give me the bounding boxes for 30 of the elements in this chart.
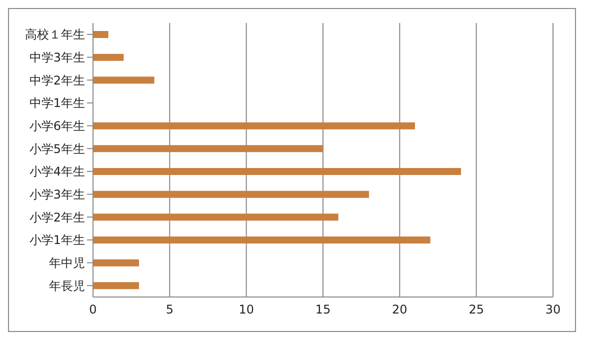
bar xyxy=(93,122,415,130)
y-tick-label: 小学1年生 xyxy=(29,233,85,248)
bar xyxy=(93,168,461,175)
y-tick-label: 中学1年生 xyxy=(29,96,85,110)
x-tick-label: 15 xyxy=(315,302,331,317)
y-tick-label: 高校１年生 xyxy=(25,28,85,42)
x-tick-label: 0 xyxy=(89,302,97,317)
y-tick-label: 年長児 xyxy=(49,278,85,293)
x-tick-label: 20 xyxy=(392,302,408,317)
bar xyxy=(93,190,369,198)
bar xyxy=(93,145,323,152)
bar xyxy=(93,259,139,266)
bar xyxy=(93,31,108,38)
y-tick-label: 年中児 xyxy=(49,256,85,270)
y-tick-label: 中学2年生 xyxy=(29,73,85,88)
y-tick-label: 小学5年生 xyxy=(29,142,85,156)
bar xyxy=(93,282,139,290)
x-tick-label: 5 xyxy=(166,302,174,317)
y-tick-label: 小学3年生 xyxy=(29,188,85,202)
bar xyxy=(93,54,124,61)
x-tick-label: 10 xyxy=(238,302,254,317)
y-tick-label: 小学4年生 xyxy=(29,164,85,179)
y-tick-label: 中学3年生 xyxy=(29,50,85,65)
bar xyxy=(93,76,154,84)
bar xyxy=(93,236,430,244)
x-tick-label: 25 xyxy=(468,302,484,317)
y-tick-label: 小学6年生 xyxy=(29,119,85,134)
bar xyxy=(93,214,338,221)
y-tick-label: 小学2年生 xyxy=(29,210,85,224)
x-tick-label: 30 xyxy=(545,302,561,317)
